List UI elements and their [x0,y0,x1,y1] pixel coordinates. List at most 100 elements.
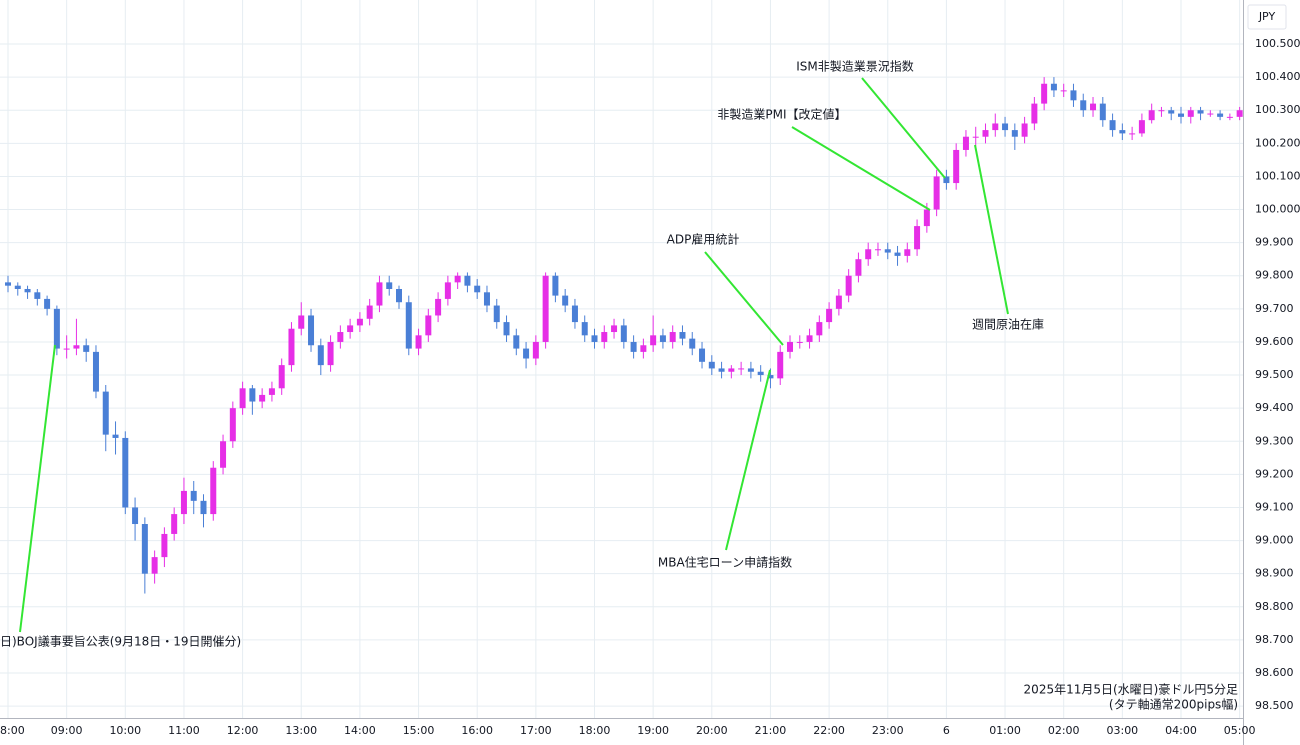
annotation-leader [974,144,1009,315]
candle-body [982,130,989,137]
candle-body [435,298,442,316]
candle-body [171,514,178,534]
x-tick-label: 16:00 [461,724,493,737]
x-tick-label: 8:00 [0,724,25,737]
candle-body [210,467,217,515]
annotation-leader [791,126,931,211]
x-tick-label: 10:00 [109,724,141,737]
y-tick-label: 98.800 [1255,600,1294,613]
candle-body [425,315,432,336]
x-tick-label: 05:00 [1224,724,1256,737]
y-tick-label: 99.100 [1255,500,1294,513]
candle-body [1178,113,1184,117]
candle-body [1207,113,1214,115]
candle-body [474,285,481,293]
candle-body [92,351,99,392]
candle-body [239,388,246,409]
candle-body [1002,123,1009,131]
candle-body [405,302,412,349]
candle-body [141,524,148,574]
candle-body [933,176,940,210]
x-tick-label: 17:00 [520,724,552,737]
candle-body [112,434,119,438]
candle-body [689,338,696,349]
candle-body [728,368,735,372]
candle-body [874,249,881,251]
candle-body [73,345,80,349]
candle-body [845,275,852,296]
candle-body [826,308,833,323]
candle-body [972,136,979,138]
candle-body [904,249,911,256]
currency-box[interactable] [1247,4,1287,30]
x-tick-label: 18:00 [579,724,611,737]
candle-body [581,322,588,336]
candle-body [1050,83,1057,91]
candle-body [317,345,324,366]
x-tick-label: 21:00 [755,724,787,737]
annotation-leader [725,369,771,551]
candle-body [914,226,921,250]
candle-body [1109,120,1116,131]
candle-body [796,341,803,343]
grid [0,0,1243,718]
candle-body [44,298,51,309]
candle-body [53,308,60,349]
candle-body [542,275,549,342]
candle-body [992,123,999,131]
currency-label: JPY [1258,10,1276,23]
y-axis-panel [1243,0,1300,745]
y-tick-label: 100.000 [1255,203,1300,216]
candle-body [679,332,686,339]
candle-body [229,408,236,442]
y-tick-label: 99.200 [1255,467,1294,480]
candle-body [249,388,256,402]
candle-body [1070,90,1077,101]
candle-body [767,375,774,379]
annotation-label: 日)BOJ議事要旨公表(9月18日・19日開催分) [0,635,241,649]
candle-body [63,348,70,350]
x-tick-label: 12:00 [227,724,259,737]
candle-body [396,288,402,303]
candle-body [1158,110,1165,112]
x-tick-label: 09:00 [51,724,83,737]
candle-body [1197,110,1204,114]
y-tick-label: 100.200 [1255,136,1300,149]
candle-body [483,292,490,306]
axis: 100.500 100.400 100.300 100.200 100.100 100.0… [0,37,1300,737]
candle-body [415,335,422,349]
candle-body [806,335,813,342]
annotation-label: 非製造業PMI【改定値】 [717,107,846,122]
candle-body [943,176,950,184]
candles [5,77,1243,594]
candle-body [777,351,784,379]
candle-body [708,361,715,369]
annotation-label: 週間原油在庫 [972,318,1044,332]
candle-body [308,315,315,346]
candle-body [1217,113,1224,117]
candle-body [132,507,139,525]
candle-body [532,341,539,359]
candle-body [83,345,90,352]
y-tick-label: 98.500 [1255,699,1294,712]
annotation-leader [704,251,784,346]
x-tick-label: 01:00 [989,724,1021,737]
candle-body [962,136,969,150]
candle-body [894,252,901,256]
candle-body [835,295,842,309]
candle-body [24,288,31,293]
candle-body [884,249,891,253]
annotation-leader [861,77,946,179]
candle-body [571,305,578,323]
candle-body [601,332,608,342]
candle-body [611,325,618,333]
x-tick-label: 13:00 [285,724,317,737]
candle-body [503,322,510,336]
candle-body [220,441,227,468]
candle-body [591,335,598,342]
candle-body [1090,103,1097,111]
x-tick-label: 03:00 [1106,724,1138,737]
candle-body [1060,90,1067,92]
annotation-leader [19,344,56,633]
